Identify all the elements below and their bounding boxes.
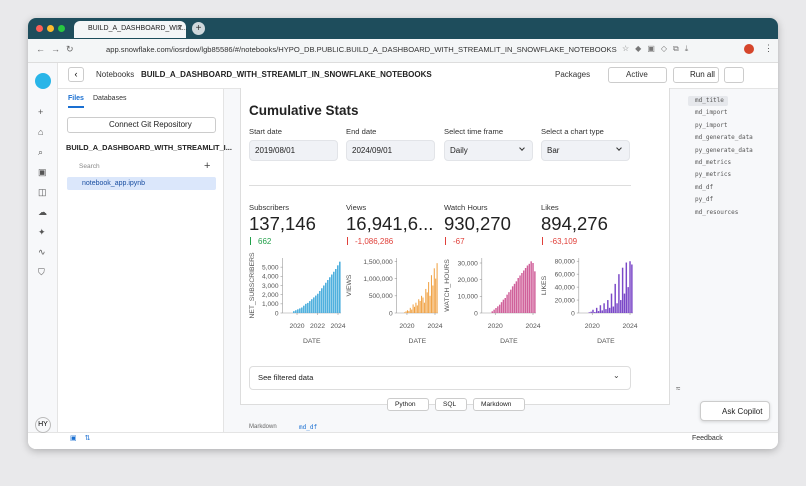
control-input[interactable] <box>249 140 338 161</box>
delta-arrow <box>250 237 252 245</box>
control-label: Start date <box>249 127 282 136</box>
outline-item[interactable]: py_import <box>695 121 728 129</box>
outline-highlight <box>688 96 728 106</box>
add-cell-button[interactable] <box>387 398 429 411</box>
notebook-name[interactable]: BUILD_A_DASHBOARD_WITH_STREAMLIT_IN_SNOW… <box>141 70 432 79</box>
file-name: notebook_app.ipynb <box>82 180 146 187</box>
next-cell-type: Markdown <box>249 424 277 430</box>
back-button[interactable]: ‹ <box>68 67 84 82</box>
control-value: 2024/09/01 <box>352 146 393 155</box>
next-cell-name: md_df <box>299 424 318 431</box>
add-file[interactable]: + <box>204 160 211 172</box>
metric-label: Watch Hours <box>444 203 488 212</box>
address-bar <box>28 39 778 63</box>
close-dot[interactable] <box>36 25 43 32</box>
footer-bar <box>28 432 778 449</box>
extension-icons[interactable]: ☆◆▣◇⧉⤓ <box>622 44 695 53</box>
add-cell-button[interactable] <box>435 398 467 411</box>
feedback[interactable]: Feedback <box>692 435 723 442</box>
status: Active <box>626 70 648 79</box>
outline-item[interactable]: md_title <box>695 97 724 104</box>
folder-name: BUILD_A_DASHBOARD_WITH_STREAMLIT_I... <box>66 143 232 152</box>
control-value: Daily <box>450 146 468 155</box>
expander-label: See filtered data <box>258 373 314 382</box>
control-input[interactable] <box>541 140 630 161</box>
zoom-dot[interactable] <box>58 25 65 32</box>
sidebar-icons[interactable]: + ⌂ ⌕ ▣ ◫ ☁ ✦ ∿ ⛉ <box>38 107 47 277</box>
metric-label: Subscribers <box>249 203 290 212</box>
outline-item[interactable]: py_df <box>695 196 714 204</box>
control-label: Select time frame <box>444 127 504 136</box>
control-value: 2019/08/01 <box>255 146 296 155</box>
metric-delta: -63,109 <box>550 237 578 246</box>
view-button[interactable] <box>724 67 744 83</box>
metric-delta: -1,086,286 <box>355 237 394 246</box>
outline-item[interactable]: md_import <box>695 109 728 117</box>
git-label: Connect Git Repository <box>109 120 192 129</box>
tab-close[interactable]: × <box>177 23 183 33</box>
add-cell-label: SQL <box>443 400 457 408</box>
divider <box>249 185 631 186</box>
metric-value: 16,941,6... <box>346 213 434 234</box>
control-label: Select a chart type <box>541 127 604 136</box>
new-tab[interactable]: + <box>192 22 205 35</box>
footer-icons[interactable]: ▣⇅ <box>70 435 99 442</box>
control-value: Bar <box>547 146 560 155</box>
metric-delta: 662 <box>258 237 272 246</box>
delta-arrow <box>445 237 447 245</box>
delta-arrow <box>347 237 349 245</box>
expander-chevron: ⌄ <box>613 371 620 380</box>
outline-item[interactable]: py_metrics <box>695 171 732 179</box>
run-button[interactable] <box>673 67 719 83</box>
minimize-dot[interactable] <box>47 25 54 32</box>
add-cell-label: Python <box>395 400 416 408</box>
menu[interactable]: ⋮ <box>764 43 773 53</box>
file-row[interactable] <box>67 177 216 190</box>
tab-underline <box>68 106 84 108</box>
files-panel <box>58 89 224 432</box>
outline-item[interactable]: md_df <box>695 183 714 191</box>
outline-item[interactable]: py_generate_data <box>695 146 753 154</box>
app-title: Cumulative Stats <box>249 103 359 118</box>
outline-item[interactable]: md_metrics <box>695 159 732 166</box>
metric-label: Likes <box>541 203 559 212</box>
add-cell-label: Markdown <box>481 400 512 408</box>
metric-value: 137,146 <box>249 213 316 234</box>
delta-arrow <box>542 237 544 245</box>
control-input[interactable] <box>346 140 435 161</box>
expander[interactable] <box>249 366 631 390</box>
icon-sidebar <box>28 63 58 449</box>
url[interactable]: app.snowflake.com/iosrdow/lgb85586/#/not… <box>106 45 617 54</box>
metric-value: 894,276 <box>541 213 608 234</box>
packages[interactable]: Packages <box>555 70 591 79</box>
files-tab[interactable]: Files <box>68 95 84 102</box>
add-cell-button[interactable] <box>473 398 525 411</box>
metric-label: Views <box>346 203 367 212</box>
databases-tab[interactable]: Databases <box>93 95 127 102</box>
tab-bar <box>28 18 778 39</box>
browser-tab[interactable] <box>74 21 186 38</box>
search[interactable]: Search <box>79 163 100 170</box>
control-input[interactable] <box>444 140 533 161</box>
git-button[interactable] <box>67 117 216 133</box>
outline-collapse[interactable]: ≈ <box>676 384 681 393</box>
copilot-button[interactable] <box>700 401 770 421</box>
metric-value: 930,270 <box>444 213 511 234</box>
nav-icons[interactable]: ←→↻ <box>36 44 80 54</box>
tab-title: BUILD_A_DASHBOARD_WIT... <box>88 25 188 32</box>
control-label: End date <box>346 127 377 136</box>
run-all: Run all <box>690 70 715 79</box>
outline-item[interactable]: md_generate_data <box>695 134 753 142</box>
profile[interactable] <box>744 44 754 54</box>
copilot-label: Ask Copilot <box>722 407 763 416</box>
metric-delta: -67 <box>453 237 465 246</box>
user-avatar[interactable]: HY <box>35 417 51 433</box>
outline-item[interactable]: md_resources <box>695 208 739 216</box>
status-button[interactable] <box>608 67 667 83</box>
logo <box>35 73 51 89</box>
breadcrumb[interactable]: Notebooks <box>96 70 135 79</box>
